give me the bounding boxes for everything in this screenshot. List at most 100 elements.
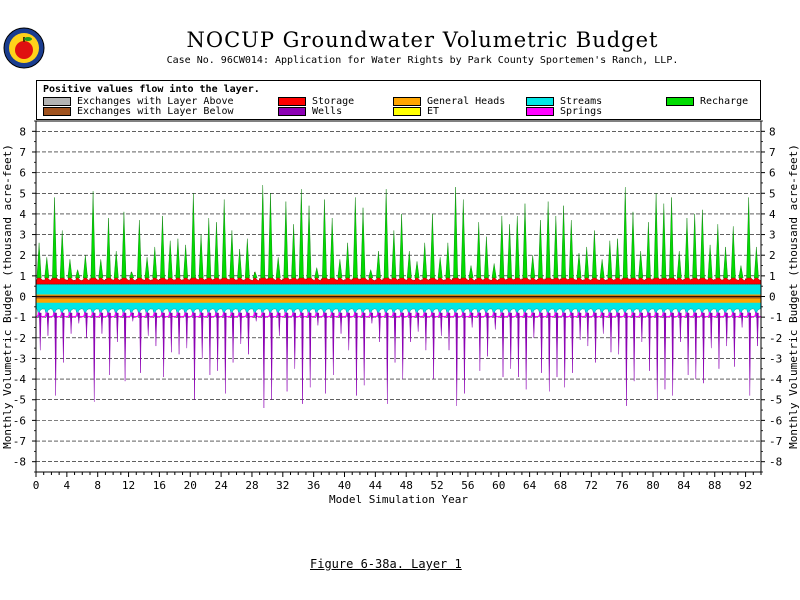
y-tick-label-right: -4 — [769, 373, 783, 386]
x-tick-label: 76 — [616, 479, 629, 492]
wells-spike — [362, 312, 366, 386]
recharge-spike — [383, 189, 389, 279]
recharge-spike — [622, 187, 628, 279]
recharge-spike — [268, 193, 273, 279]
legend-label: Exchanges with Layer Below — [77, 106, 234, 117]
wells-spike — [239, 312, 242, 344]
x-tick-label: 52 — [430, 479, 443, 492]
y-tick-label-left: 3 — [19, 229, 26, 242]
wells-spike — [278, 312, 281, 336]
y-tick-label-right: 1 — [769, 270, 776, 283]
x-tick-label: 84 — [677, 479, 691, 492]
wells-spike — [100, 312, 104, 334]
recharge-spike — [275, 257, 281, 279]
wells-spike — [686, 312, 690, 375]
wells-spike — [77, 312, 81, 324]
y-tick-label-left: 7 — [19, 146, 26, 159]
y-tick-label-right: 7 — [769, 146, 776, 159]
y-tick-label-left: 1 — [19, 270, 26, 283]
recharge-spike — [453, 187, 458, 279]
wells-spike — [339, 312, 343, 334]
y-axis-label-right: Monthly Volumetric Budget (thousand acre… — [787, 144, 800, 449]
wells-spike — [609, 312, 613, 353]
wells-spike — [455, 312, 458, 406]
y-tick-label-right: -6 — [769, 414, 782, 427]
x-tick-label: 48 — [400, 479, 413, 492]
wells-spike — [694, 312, 698, 380]
wells-spike — [548, 312, 551, 392]
wells-spike — [640, 312, 644, 342]
recharge-spike — [291, 224, 296, 279]
wells-spike — [594, 312, 597, 363]
apple-seal-logo — [3, 27, 45, 69]
wells-spike — [748, 312, 751, 396]
recharge-spike — [599, 259, 605, 279]
recharge-spike — [545, 201, 551, 279]
wells-spike — [378, 312, 381, 342]
y-tick-label-right: 4 — [769, 208, 776, 221]
x-tick-label: 20 — [184, 479, 197, 492]
y-tick-label-right: 2 — [769, 249, 776, 262]
wells-spike — [602, 312, 605, 334]
y-tick-label-right: 0 — [769, 291, 776, 304]
wells-spike — [54, 312, 57, 396]
recharge-spike — [167, 240, 173, 279]
chart-subtitle: Case No. 96CW014: Application for Water … — [166, 55, 679, 66]
recharge-spike — [723, 246, 728, 279]
recharge-spike — [669, 197, 674, 279]
wells-spike — [648, 312, 651, 371]
wells-spike — [517, 312, 520, 378]
x-tick-label: 8 — [94, 479, 101, 492]
wells-spike — [177, 312, 181, 355]
wells-spike — [46, 312, 50, 336]
recharge-spike — [476, 222, 482, 279]
recharge-spike — [260, 185, 266, 279]
recharge-spike — [661, 203, 667, 279]
legend-note: Positive values flow into the layer. — [43, 84, 260, 95]
recharge-spike — [183, 244, 189, 279]
y-tick-label-left: 5 — [19, 187, 26, 200]
recharge-spike — [715, 224, 721, 279]
y-tick-label-left: -6 — [13, 414, 26, 427]
wells-spike — [247, 312, 250, 355]
recharge-spike — [314, 267, 320, 279]
y-tick-label-right: 3 — [769, 229, 776, 242]
y-tick-label-left: 0 — [19, 291, 26, 304]
recharge-spike — [113, 251, 119, 279]
wells-spike — [123, 312, 127, 382]
wells-spike — [116, 312, 119, 342]
y-tick-label-left: 4 — [19, 208, 26, 221]
recharge-spike — [630, 211, 636, 279]
recharge-spike — [190, 193, 196, 279]
legend-swatch — [43, 106, 71, 116]
recharge-spike — [75, 268, 81, 279]
wells-spike — [447, 312, 451, 351]
recharge-spike — [499, 215, 505, 279]
wells-spike — [85, 312, 88, 338]
wells-spike — [540, 312, 543, 373]
wells-spike — [324, 312, 327, 394]
wells-spike — [270, 312, 273, 400]
wells-spike — [416, 312, 420, 332]
recharge-spike — [592, 230, 597, 279]
wells-spike — [39, 312, 42, 351]
wells-spike — [93, 312, 96, 402]
recharge-spike — [198, 234, 204, 279]
wells-spike — [62, 312, 65, 363]
recharge-spike — [129, 271, 135, 279]
recharge-spike — [337, 259, 343, 279]
legend-swatch — [526, 106, 554, 116]
wells-spike — [710, 312, 713, 349]
recharge-spike — [90, 191, 96, 279]
wells-spike — [108, 312, 111, 375]
recharge-spike — [730, 226, 736, 279]
wells-spike — [470, 312, 474, 328]
x-tick-label: 56 — [461, 479, 474, 492]
wells-spike — [532, 312, 536, 338]
wells-spike — [131, 312, 135, 322]
wells-spike — [486, 312, 489, 357]
recharge-spike — [44, 257, 50, 279]
recharge-spike — [237, 248, 242, 279]
recharge-spike — [345, 242, 350, 279]
recharge-spike — [136, 220, 142, 279]
